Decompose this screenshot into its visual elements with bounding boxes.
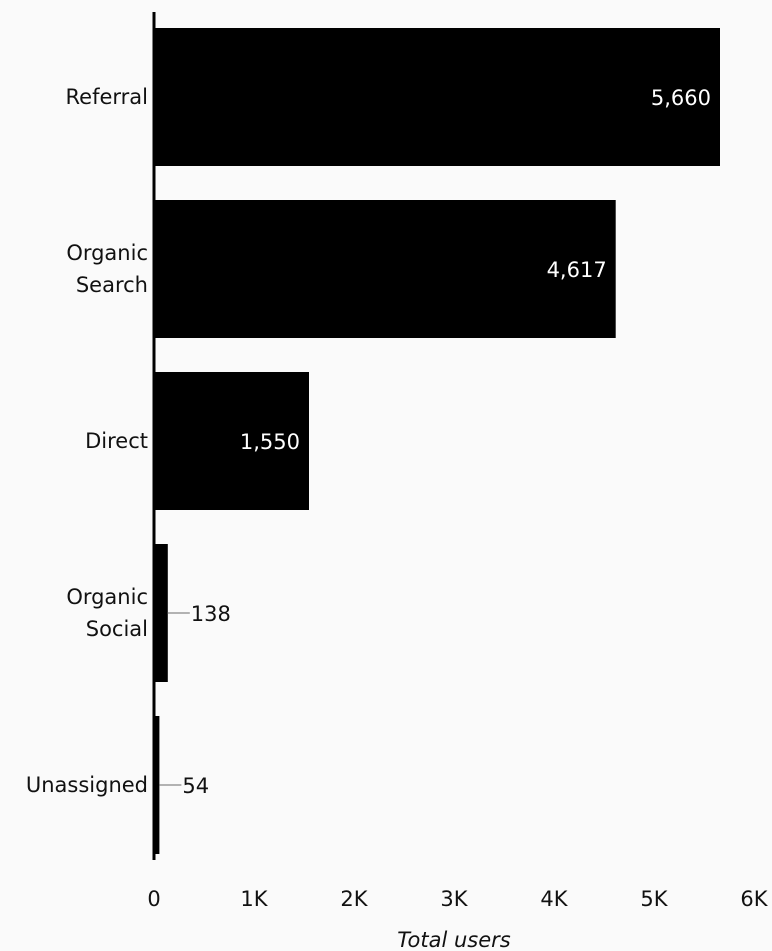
x-tick-labels-group: 0 1K 2K 3K 4K 5K 6K	[147, 887, 768, 911]
category-labels-group: Referral Organic Search Direct Organic Social…	[26, 85, 148, 797]
bar-direct	[154, 372, 309, 510]
category-label-direct: Direct	[85, 429, 148, 453]
category-label-organic-social: Organic Social	[66, 585, 148, 641]
category-label-referral: Referral	[66, 85, 148, 109]
value-label-unassigned: 54	[182, 774, 209, 798]
x-tick-label: 3K	[440, 887, 468, 911]
x-axis-title: Total users	[397, 928, 510, 951]
value-labels-group: 5,660 4,617 1,550 138 54	[159, 86, 711, 798]
x-tick-label: 6K	[740, 887, 768, 911]
x-tick-label: 4K	[540, 887, 568, 911]
x-tick-label: 2K	[340, 887, 368, 911]
x-tick-label: 1K	[240, 887, 268, 911]
value-label-organic-social: 138	[191, 602, 231, 626]
category-label-unassigned: Unassigned	[26, 773, 148, 797]
bar-organic-search	[154, 200, 616, 338]
bar-referral	[154, 28, 720, 166]
bars-group	[154, 28, 720, 854]
value-label-organic-search: 4,617	[547, 258, 607, 282]
x-tick-label: 0	[147, 887, 160, 911]
bar-unassigned	[154, 716, 160, 854]
value-label-direct: 1,550	[240, 430, 300, 454]
bar-organic-social	[154, 544, 168, 682]
category-label-organic-search: Organic Search	[66, 241, 148, 297]
value-label-referral: 5,660	[651, 86, 711, 110]
x-tick-label: 5K	[640, 887, 668, 911]
